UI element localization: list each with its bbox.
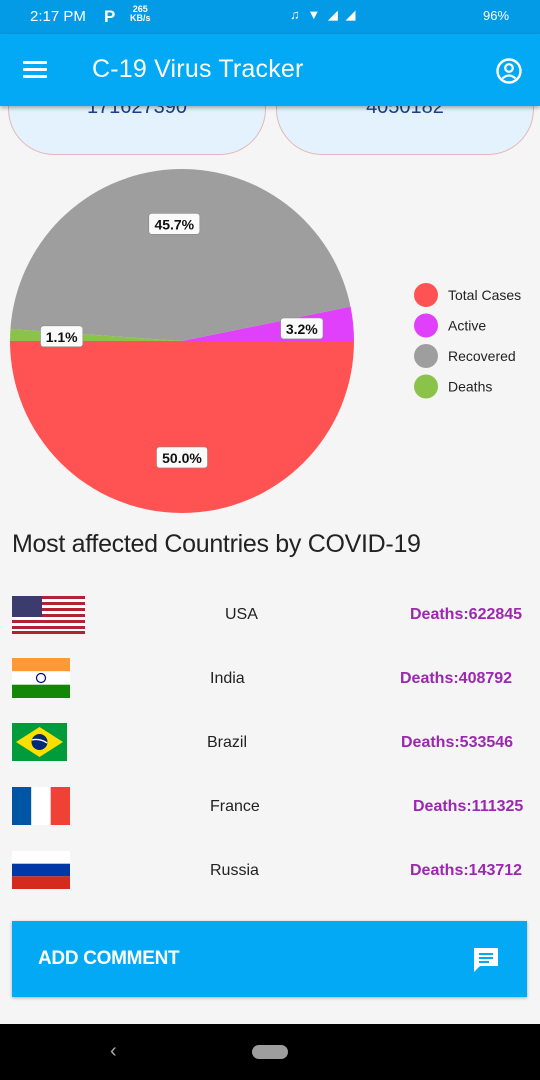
pie-label-deaths: 1.1%	[40, 325, 84, 348]
app-title: C-19 Virus Tracker	[92, 55, 304, 83]
status-app-badge: P	[104, 7, 116, 26]
legend-item-active: Active	[414, 313, 486, 338]
status-time: 2:17 PM	[30, 8, 86, 25]
back-icon[interactable]: ‹	[110, 1040, 117, 1062]
country-name: Brazil	[207, 734, 248, 751]
add-comment-button[interactable]: ADD COMMENT	[12, 921, 527, 997]
legend-item-deaths: Deaths	[414, 374, 492, 399]
menu-icon[interactable]	[23, 61, 47, 79]
pie-label-total-cases: 50.0%	[156, 446, 208, 469]
russia-flag-icon	[12, 851, 70, 889]
pie-chart: 50.0% 3.2% 45.7% 1.1% Total Cases Active Reco…	[10, 169, 521, 513]
account-icon[interactable]	[495, 57, 523, 85]
svg-text:Deaths: Deaths	[448, 379, 492, 395]
legend-item-total-cases: Total Cases	[414, 283, 521, 307]
country-name: India	[210, 670, 245, 687]
svg-text:3.2%: 3.2%	[286, 321, 318, 337]
legend-item-recovered: Recovered	[414, 344, 516, 368]
signal-2-icon: ◢	[345, 7, 358, 22]
svg-text:1.1%: 1.1%	[46, 329, 78, 345]
status-icons: ♫ ▼ ◢ ◢	[290, 7, 358, 23]
country-deaths: Deaths:143712	[410, 862, 523, 879]
country-deaths: Deaths:408792	[400, 670, 513, 687]
country-row-india[interactable]: India Deaths:408792	[0, 654, 540, 704]
svg-text:50.0%: 50.0%	[162, 450, 202, 466]
brazil-flag-icon	[12, 723, 67, 761]
network-speed: 265 KB/s	[130, 5, 151, 23]
section-title: Most affected Countries by COVID-19	[12, 530, 421, 558]
country-row-russia[interactable]: Russia Deaths:143712	[0, 846, 540, 896]
battery-level: 96%	[483, 8, 510, 23]
country-row-france[interactable]: France Deaths:111325	[0, 782, 540, 832]
country-name: Russia	[210, 862, 259, 879]
pie-label-recovered: 45.7%	[148, 212, 201, 235]
country-row-brazil[interactable]: Brazil Deaths:533546	[0, 718, 540, 768]
network-speed-value: 265	[132, 4, 148, 14]
country-deaths: Deaths:622845	[410, 606, 523, 623]
svg-text:Total Cases: Total Cases	[448, 287, 521, 303]
app-bar: C-19 Virus Tracker	[0, 34, 540, 106]
svg-text:Recovered: Recovered	[448, 348, 516, 364]
svg-text:45.7%: 45.7%	[154, 216, 194, 232]
add-comment-label: ADD COMMENT	[38, 948, 180, 969]
system-nav-bar: ‹	[0, 1024, 540, 1080]
country-name: USA	[225, 606, 258, 623]
network-speed-unit: KB/s	[130, 13, 151, 23]
france-flag-icon	[12, 787, 70, 825]
usa-flag-icon	[12, 596, 85, 634]
pie-slice-recovered	[10, 169, 351, 341]
svg-text:Active: Active	[448, 318, 486, 334]
india-flag-icon	[12, 658, 70, 698]
status-bar: 2:17 PM P 265 KB/s ♫ ▼ ◢ ◢ 96%	[0, 0, 540, 34]
country-deaths: Deaths:111325	[413, 798, 524, 815]
wifi-icon: ▼	[307, 7, 323, 22]
headphones-icon: ♫	[290, 7, 302, 22]
country-row-usa[interactable]: USA Deaths:622845	[0, 590, 540, 640]
country-deaths: Deaths:533546	[401, 734, 514, 751]
pie-label-active: 3.2%	[280, 317, 324, 340]
home-pill-icon[interactable]	[252, 1045, 288, 1059]
comment-icon	[474, 948, 498, 972]
country-name: France	[210, 798, 260, 815]
pie-slice-total-cases	[10, 341, 354, 513]
signal-icon: ◢	[327, 7, 340, 22]
